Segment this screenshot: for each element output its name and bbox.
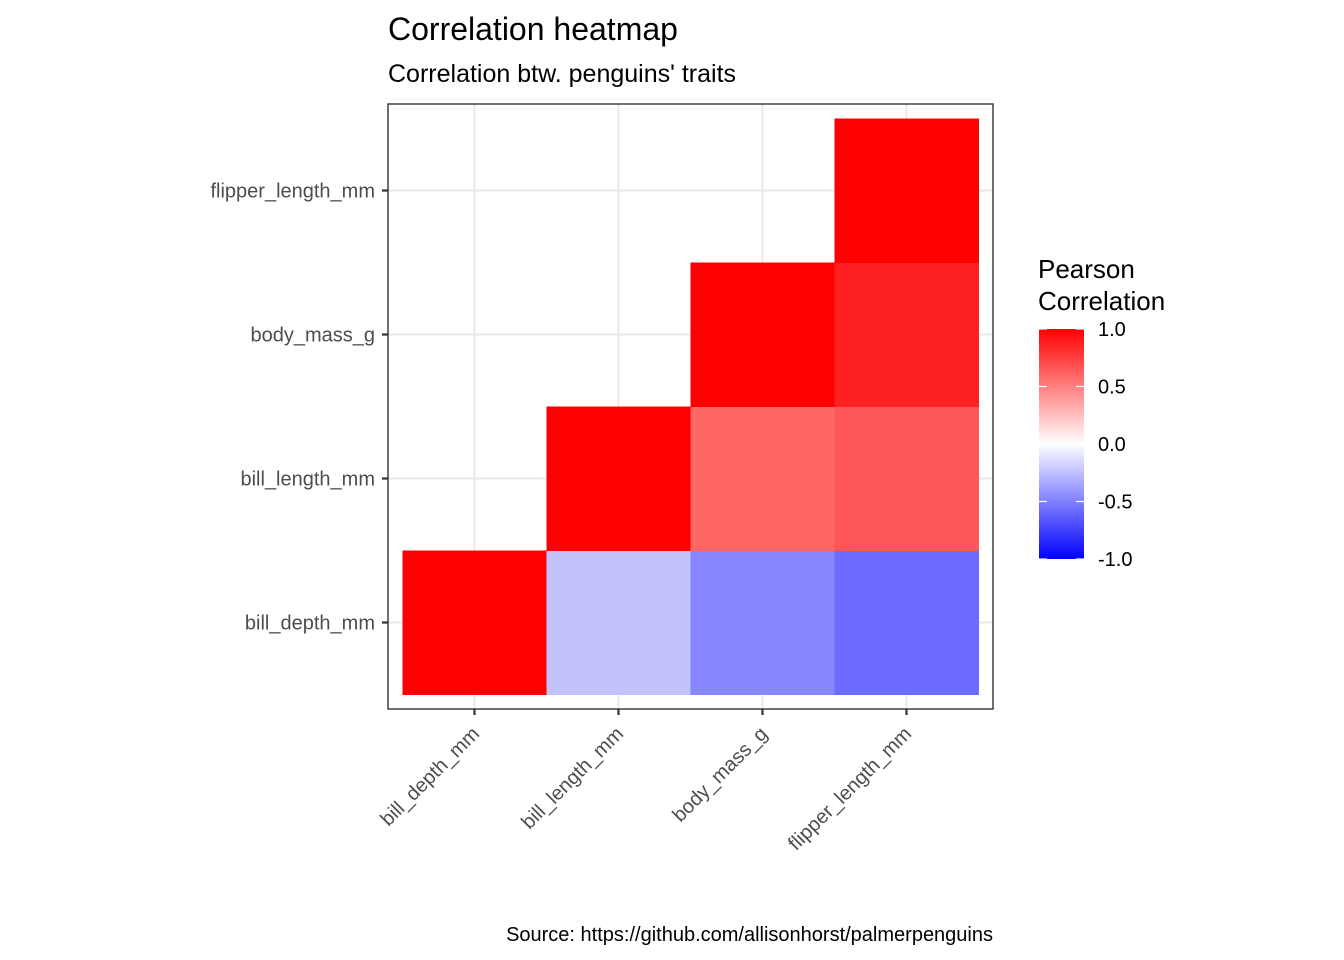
y-axis: bill_depth_mm bill_length_mm body_mass_g fl… xyxy=(210,181,388,635)
legend-tick-label: -1.0 xyxy=(1098,549,1132,571)
heatmap-cell xyxy=(834,262,979,407)
legend: Pearson Correlation 1.0 0.5 0.0 -0.5 -1.0 xyxy=(1038,254,1165,571)
legend-tick-label: 0.5 xyxy=(1098,377,1126,399)
heatmap-cell xyxy=(690,406,835,551)
heatmap-cell xyxy=(834,118,979,263)
heatmap-cell xyxy=(546,406,691,551)
x-tick-label: bill_depth_mm xyxy=(377,723,485,831)
chart-caption: Source: https://github.com/allisonhorst/… xyxy=(506,924,993,946)
heatmap-cell xyxy=(402,550,547,695)
x-tick-label: flipper_length_mm xyxy=(784,723,916,855)
heatmap-cell xyxy=(690,262,835,407)
legend-ticks: 1.0 0.5 0.0 -0.5 -1.0 xyxy=(1039,319,1132,571)
y-tick-label: bill_length_mm xyxy=(240,469,375,491)
legend-tick-label: 0.0 xyxy=(1098,434,1126,456)
chart-subtitle: Correlation btw. penguins' traits xyxy=(388,60,736,88)
y-tick-label: body_mass_g xyxy=(250,325,375,347)
chart-title: Correlation heatmap xyxy=(388,11,678,47)
heatmap-cells xyxy=(402,118,979,695)
heatmap-cell xyxy=(546,550,691,695)
legend-tick-label: 1.0 xyxy=(1098,319,1126,341)
y-tick-label: bill_depth_mm xyxy=(245,613,375,635)
panel-border xyxy=(387,103,994,710)
heatmap-cell xyxy=(834,550,979,695)
heatmap-cell xyxy=(690,550,835,695)
plot-panel xyxy=(387,103,994,710)
legend-title-line-2: Correlation xyxy=(1038,286,1165,316)
y-tick-label: flipper_length_mm xyxy=(210,181,375,203)
x-tick-label: bill_length_mm xyxy=(517,723,628,834)
x-axis: bill_depth_mm bill_length_mm body_mass_g fl… xyxy=(377,709,916,855)
legend-title-line-1: Pearson xyxy=(1038,254,1135,284)
heatmap-cell xyxy=(834,406,979,551)
x-tick-label: body_mass_g xyxy=(668,723,772,827)
legend-tick-label: -0.5 xyxy=(1098,492,1132,514)
